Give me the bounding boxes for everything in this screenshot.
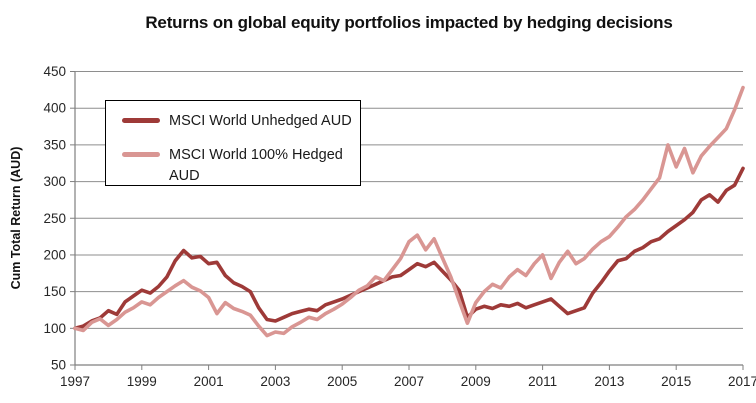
- y-tick-label: 450: [43, 64, 66, 79]
- series-line-unhedged: [73, 166, 745, 331]
- legend-item-unhedged: MSCI World Unhedged AUD: [119, 111, 360, 132]
- y-tick-label: 250: [43, 211, 66, 226]
- legend: MSCI World Unhedged AUD MSCI World 100% …: [105, 100, 361, 186]
- y-tick-label: 150: [43, 284, 66, 299]
- series-line-hedged: [73, 85, 745, 338]
- x-tick-label: 1999: [127, 374, 157, 389]
- x-tick-label: 2001: [194, 374, 224, 389]
- x-tick-label: 2007: [394, 374, 424, 389]
- x-tick-label: 2017: [728, 374, 756, 389]
- x-tick-label: 2013: [594, 374, 624, 389]
- y-tick-label: 50: [51, 358, 66, 373]
- x-tick-label: 2003: [260, 374, 290, 389]
- x-tick-label: 2011: [528, 374, 557, 389]
- y-tick-label: 350: [43, 137, 66, 152]
- hedged-line-swatch: [122, 152, 160, 158]
- legend-label-hedged: MSCI World 100% Hedged AUD: [169, 147, 343, 185]
- x-tick-label: 2005: [327, 374, 357, 389]
- legend-item-hedged: MSCI World 100% Hedged AUD: [119, 145, 360, 187]
- chart-title: Returns on global equity portfolios impa…: [145, 13, 673, 32]
- y-tick-label: 100: [43, 321, 66, 336]
- legend-label-unhedged: MSCI World Unhedged AUD: [169, 113, 352, 129]
- x-tick-label: 2009: [461, 374, 491, 389]
- y-tick-label: 200: [43, 247, 66, 262]
- y-tick-label: 300: [43, 174, 66, 189]
- x-tick-label: 1997: [60, 374, 90, 389]
- unhedged-line-swatch: [122, 118, 160, 123]
- x-tick-label: 2015: [661, 374, 691, 389]
- y-tick-label: 400: [43, 101, 66, 116]
